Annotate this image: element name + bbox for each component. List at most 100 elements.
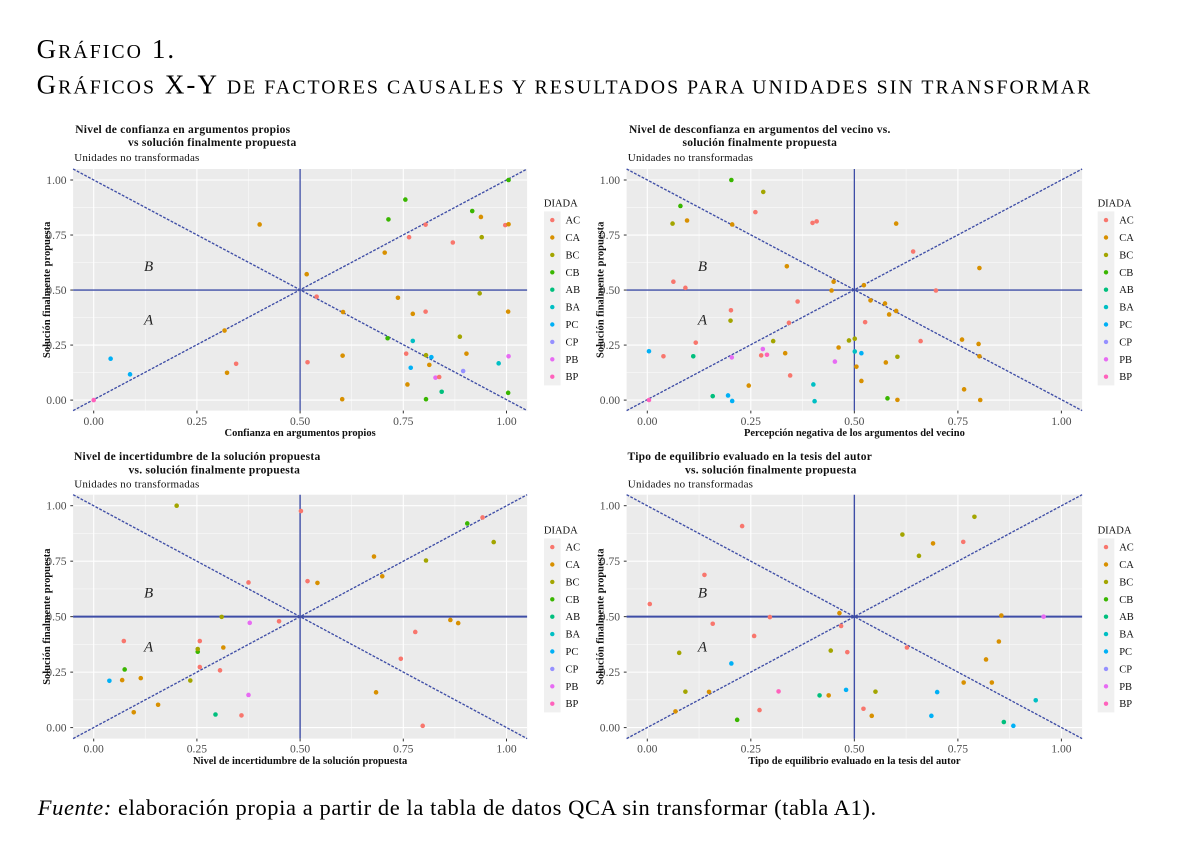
svg-text:Solución finalmente propuesta: Solución finalmente propuesta [42, 548, 53, 685]
svg-text:1.00: 1.00 [46, 500, 66, 513]
svg-text:Nivel de incertidumbre de la s: Nivel de incertidumbre de la solución pr… [74, 451, 320, 463]
svg-text:B: B [144, 586, 153, 602]
svg-text:PB: PB [1119, 355, 1132, 366]
svg-text:BP: BP [566, 699, 579, 710]
svg-text:0.25: 0.25 [741, 742, 761, 755]
svg-text:PC: PC [566, 647, 579, 658]
svg-text:0.25: 0.25 [600, 666, 620, 679]
svg-text:vs. solución finalmente propue: vs. solución finalmente propuesta [129, 465, 301, 477]
svg-text:CP: CP [1119, 664, 1132, 675]
svg-text:0.25: 0.25 [741, 415, 761, 428]
svg-text:0.50: 0.50 [600, 284, 620, 297]
svg-text:B: B [698, 259, 707, 275]
svg-text:AB: AB [1119, 285, 1134, 296]
svg-text:BA: BA [1119, 303, 1134, 314]
svg-text:0.00: 0.00 [46, 721, 66, 734]
svg-text:CB: CB [1119, 268, 1133, 279]
svg-text:Confianza en argumentos propio: Confianza en argumentos propios [224, 428, 375, 439]
svg-text:0.50: 0.50 [844, 415, 864, 428]
svg-text:0.75: 0.75 [46, 555, 66, 568]
svg-text:0.25: 0.25 [46, 666, 66, 679]
svg-text:A: A [143, 313, 154, 329]
svg-text:BP: BP [566, 372, 579, 383]
svg-text:0.50: 0.50 [844, 742, 864, 755]
svg-text:PB: PB [566, 355, 579, 366]
svg-text:Percepción negativa de los arg: Percepción negativa de los argumentos de… [744, 428, 965, 439]
svg-text:0.75: 0.75 [393, 415, 413, 428]
svg-text:Unidades no transformadas: Unidades no transformadas [74, 152, 199, 164]
svg-text:0.00: 0.00 [637, 742, 657, 755]
svg-text:solución finalmente propuesta: solución finalmente propuesta [683, 137, 838, 149]
svg-text:BC: BC [566, 250, 580, 261]
svg-text:BA: BA [566, 303, 581, 314]
svg-text:1.00: 1.00 [496, 415, 516, 428]
svg-text:0.50: 0.50 [46, 610, 66, 623]
svg-text:Unidades no transformadas: Unidades no transformadas [628, 152, 753, 164]
svg-text:AC: AC [1119, 543, 1134, 554]
svg-text:B: B [698, 586, 707, 602]
svg-text:0.50: 0.50 [290, 742, 310, 755]
svg-text:CA: CA [566, 233, 581, 244]
svg-text:CP: CP [566, 664, 579, 675]
svg-text:BC: BC [1119, 577, 1133, 588]
svg-text:Solución finalmente propuesta: Solución finalmente propuesta [596, 548, 607, 685]
svg-text:AC: AC [566, 543, 581, 554]
svg-text:CB: CB [1119, 595, 1133, 606]
svg-text:0.00: 0.00 [84, 415, 104, 428]
svg-text:AC: AC [566, 216, 581, 227]
svg-text:BC: BC [566, 577, 580, 588]
svg-text:CA: CA [566, 560, 581, 571]
svg-text:0.25: 0.25 [187, 415, 207, 428]
svg-text:0.00: 0.00 [637, 415, 657, 428]
svg-text:AB: AB [1119, 612, 1134, 623]
svg-text:PC: PC [1119, 320, 1132, 331]
svg-text:AB: AB [566, 285, 581, 296]
svg-text:0.75: 0.75 [948, 415, 968, 428]
svg-text:0.00: 0.00 [84, 742, 104, 755]
svg-text:DIADA: DIADA [1098, 198, 1132, 209]
svg-text:0.50: 0.50 [46, 284, 66, 297]
svg-text:B: B [144, 259, 153, 275]
svg-text:0.00: 0.00 [46, 394, 66, 407]
svg-text:Solución finalmente propuesta: Solución finalmente propuesta [42, 221, 53, 358]
svg-text:A: A [143, 639, 154, 655]
svg-text:BC: BC [1119, 250, 1133, 261]
svg-text:Unidades no transformadas: Unidades no transformadas [628, 478, 753, 490]
svg-text:BP: BP [1119, 699, 1132, 710]
svg-text:0.25: 0.25 [600, 339, 620, 352]
svg-text:0.25: 0.25 [187, 742, 207, 755]
svg-text:0.25: 0.25 [46, 339, 66, 352]
svg-text:PB: PB [1119, 682, 1132, 693]
svg-text:0.75: 0.75 [600, 555, 620, 568]
svg-text:A: A [697, 639, 708, 655]
svg-text:BA: BA [1119, 630, 1134, 641]
svg-text:BP: BP [1119, 372, 1132, 383]
svg-text:CA: CA [1119, 560, 1134, 571]
svg-text:0.00: 0.00 [600, 394, 620, 407]
svg-text:CP: CP [1119, 337, 1132, 348]
svg-text:0.00: 0.00 [600, 721, 620, 734]
svg-text:Tipo de equilibrio evaluado en: Tipo de equilibrio evaluado en la tesis … [748, 756, 961, 767]
svg-text:1.00: 1.00 [1051, 742, 1071, 755]
svg-text:Solución finalmente propuesta: Solución finalmente propuesta [596, 221, 607, 358]
svg-text:0.75: 0.75 [948, 742, 968, 755]
svg-text:Tipo de equilibrio evaluado en: Tipo de equilibrio evaluado en la tesis … [628, 451, 873, 463]
svg-text:vs solución finalmente propues: vs solución finalmente propuesta [128, 137, 296, 149]
svg-text:BA: BA [566, 630, 581, 641]
svg-text:PC: PC [1119, 647, 1132, 658]
svg-text:Nivel de incertidumbre de la s: Nivel de incertidumbre de la solución pr… [193, 756, 408, 767]
svg-text:PC: PC [566, 320, 579, 331]
svg-text:0.75: 0.75 [393, 742, 413, 755]
svg-text:AC: AC [1119, 216, 1134, 227]
svg-text:1.00: 1.00 [46, 174, 66, 187]
svg-text:0.75: 0.75 [46, 229, 66, 242]
svg-text:vs. solución finalmente propue: vs. solución finalmente propuesta [685, 465, 857, 477]
svg-text:1.00: 1.00 [600, 500, 620, 513]
svg-text:CB: CB [566, 268, 580, 279]
svg-text:CB: CB [566, 595, 580, 606]
svg-text:0.50: 0.50 [600, 610, 620, 623]
svg-text:DIADA: DIADA [544, 198, 578, 209]
svg-text:DIADA: DIADA [1098, 525, 1132, 536]
svg-text:AB: AB [566, 612, 581, 623]
svg-text:DIADA: DIADA [544, 525, 578, 536]
